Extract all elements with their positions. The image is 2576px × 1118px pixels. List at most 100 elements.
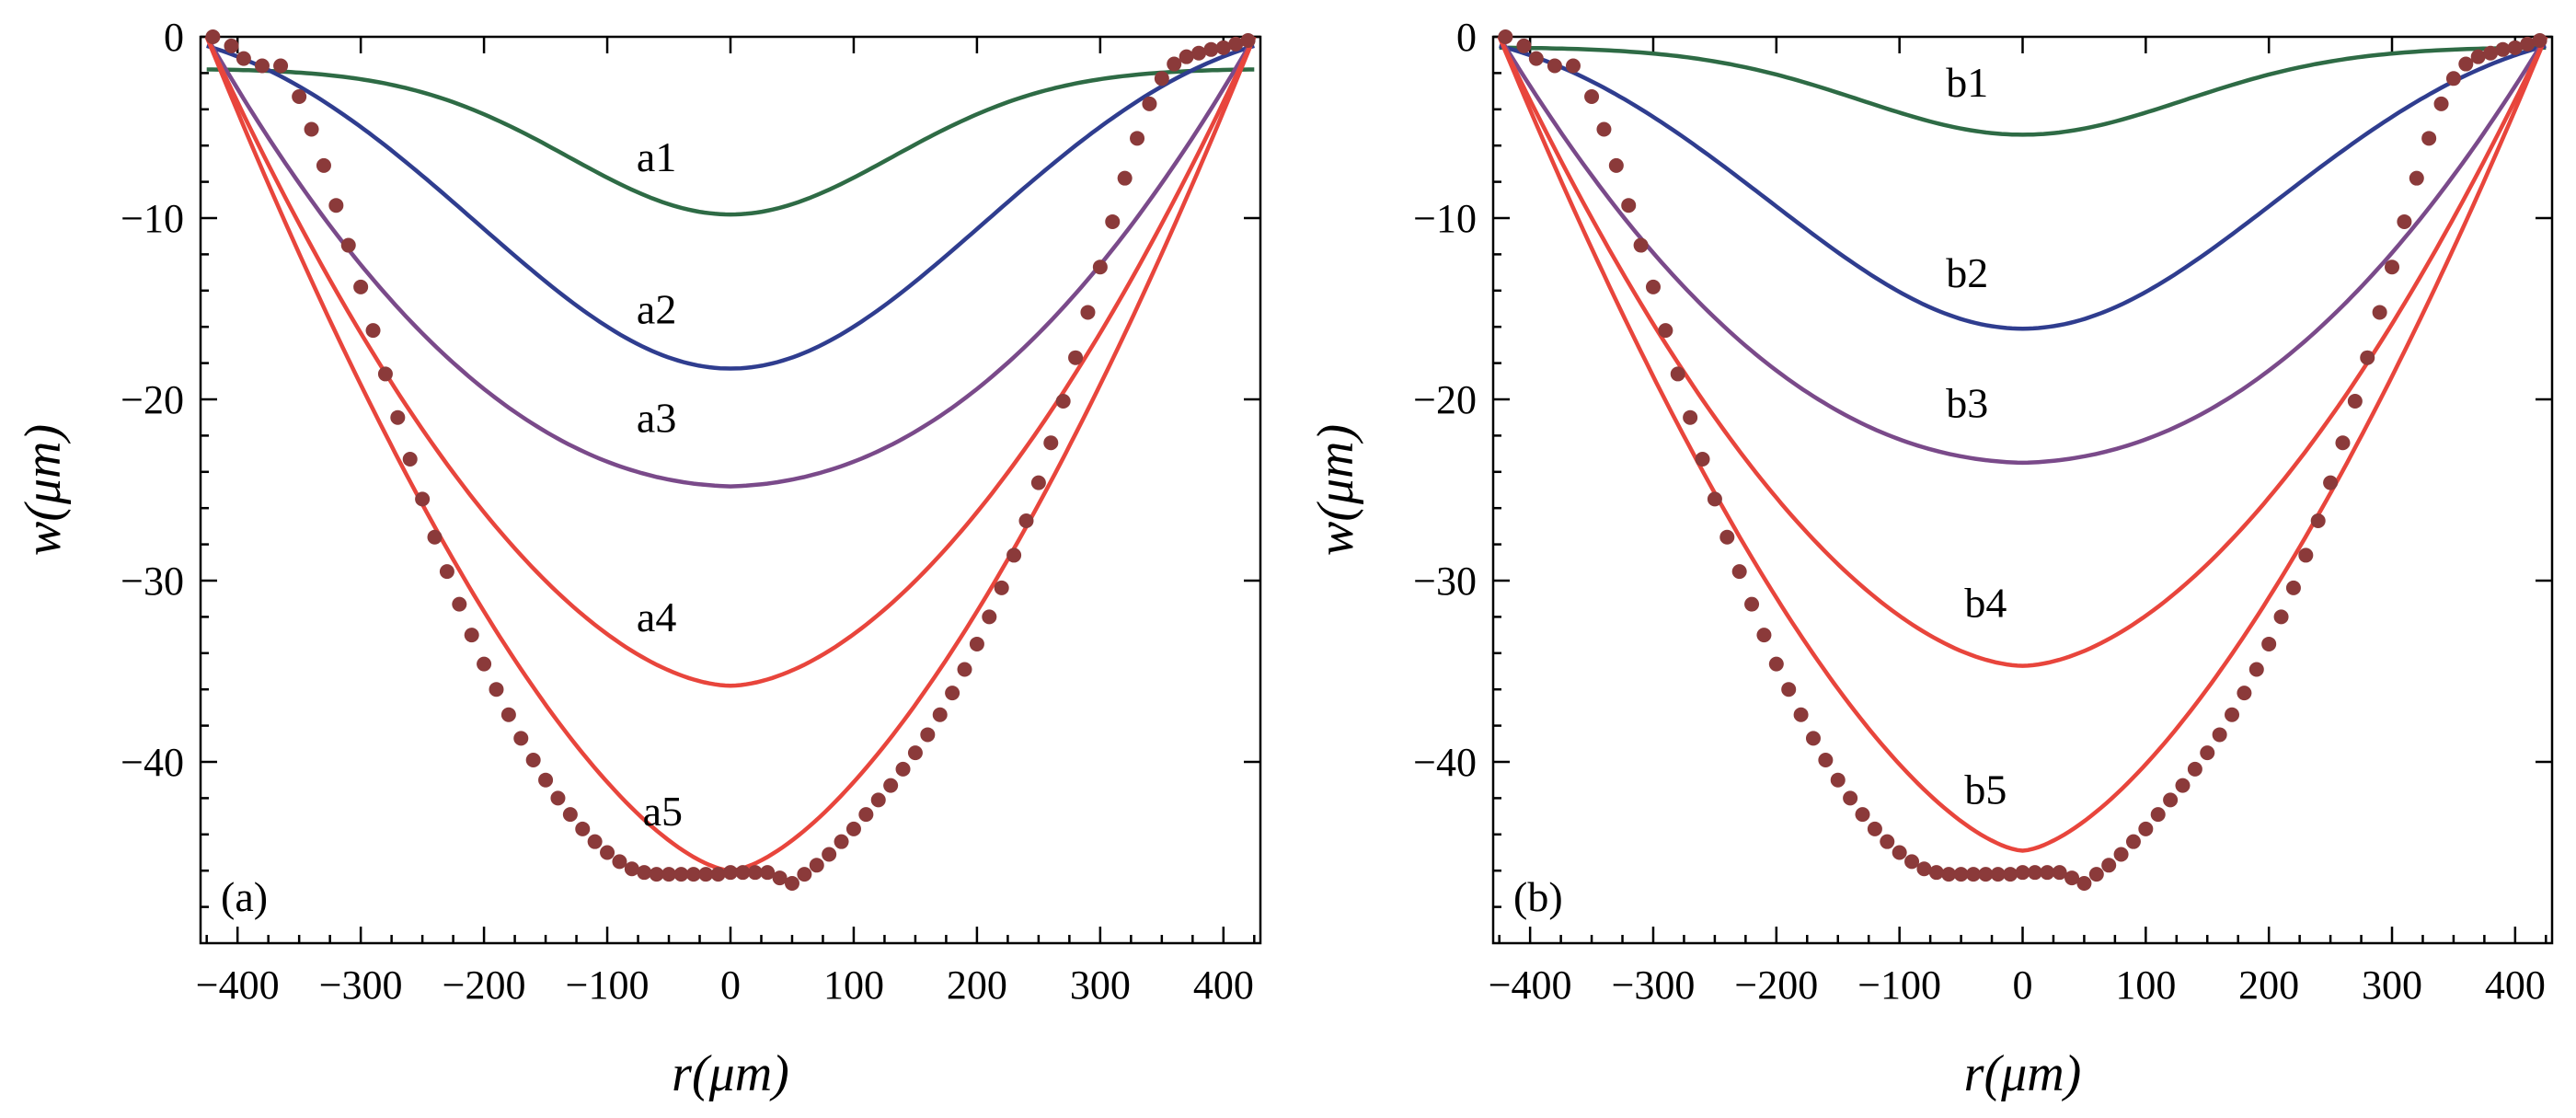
x-tick-label: −300 bbox=[319, 962, 403, 1008]
curve-label-b2: b2 bbox=[1946, 249, 1988, 296]
x-tick-label: −200 bbox=[1734, 962, 1818, 1008]
data-point bbox=[2532, 32, 2547, 48]
data-point bbox=[2027, 865, 2042, 881]
data-point bbox=[982, 609, 997, 625]
data-point bbox=[1731, 564, 1747, 580]
data-point bbox=[2445, 71, 2461, 86]
data-point bbox=[2003, 867, 2018, 882]
data-point bbox=[1781, 682, 1797, 697]
x-tick-label: 300 bbox=[1070, 962, 1131, 1008]
data-point bbox=[1744, 596, 1760, 612]
data-point bbox=[822, 847, 837, 862]
data-point bbox=[1658, 323, 1673, 339]
x-tick-label: 400 bbox=[1193, 962, 1254, 1008]
x-tick-label: −300 bbox=[1612, 962, 1696, 1008]
curve-a3 bbox=[204, 35, 1257, 489]
data-point bbox=[328, 198, 344, 213]
data-point bbox=[1880, 834, 1895, 849]
x-tick-label: 100 bbox=[823, 962, 884, 1008]
x-tick-label: −100 bbox=[566, 962, 650, 1008]
data-point bbox=[612, 854, 627, 870]
data-point bbox=[1092, 259, 1108, 275]
data-point bbox=[1855, 807, 1870, 823]
data-point bbox=[600, 845, 615, 860]
data-point bbox=[772, 870, 788, 886]
data-point bbox=[1080, 305, 1096, 320]
data-point bbox=[254, 58, 270, 74]
plot-frame bbox=[1491, 35, 2554, 945]
y-tick-label: −10 bbox=[1413, 196, 1477, 241]
x-tick-label: −400 bbox=[196, 962, 280, 1008]
data-point bbox=[1018, 513, 1034, 528]
curve-b5 bbox=[1497, 36, 2548, 853]
data-point bbox=[2125, 834, 2141, 849]
data-point bbox=[2458, 56, 2474, 72]
data-point bbox=[587, 834, 603, 849]
data-point bbox=[1043, 435, 1059, 451]
data-point bbox=[969, 636, 984, 651]
data-point bbox=[809, 858, 824, 873]
data-point bbox=[575, 821, 591, 836]
x-tick-label: −100 bbox=[1857, 962, 1941, 1008]
panel-a: −400 −300 −200 −100 0 100 200 300 400 0 −10 −20 −30 −… bbox=[15, 15, 1262, 1102]
data-point bbox=[365, 323, 381, 339]
data-point bbox=[1965, 867, 1981, 882]
data-point bbox=[637, 865, 652, 881]
data-point bbox=[2520, 36, 2536, 52]
data-point bbox=[1547, 58, 1562, 74]
data-point bbox=[1928, 865, 1944, 881]
data-point bbox=[685, 867, 701, 882]
data-point bbox=[858, 807, 874, 823]
curve-a4 bbox=[204, 36, 1257, 688]
data-point bbox=[1953, 867, 1969, 882]
data-point bbox=[2298, 547, 2314, 563]
data-point bbox=[464, 628, 479, 643]
data-point bbox=[1055, 393, 1071, 409]
data-point bbox=[784, 875, 799, 891]
data-point bbox=[994, 580, 1009, 595]
data-point bbox=[2385, 259, 2400, 275]
data-point bbox=[1030, 475, 1046, 490]
data-point bbox=[834, 834, 849, 849]
y-tick-label: 0 bbox=[1456, 15, 1477, 60]
data-point bbox=[1167, 56, 1182, 72]
curve-label-a4: a4 bbox=[637, 594, 676, 640]
x-axis-title: r(μm) bbox=[672, 1045, 789, 1102]
data-point bbox=[1596, 121, 1612, 137]
data-point bbox=[2225, 707, 2240, 722]
panel-b: −400 −300 −200 −100 0 100 200 300 400 0 −10 −20 −30 −… bbox=[1307, 15, 2554, 1102]
curve-label-b4: b4 bbox=[1964, 579, 2007, 626]
curve-label-a5: a5 bbox=[643, 788, 683, 835]
y-tick-label: −20 bbox=[1413, 377, 1477, 422]
data-point bbox=[2285, 580, 2301, 595]
data-point bbox=[932, 707, 948, 722]
curve-b3 bbox=[1497, 35, 2548, 466]
data-point bbox=[1228, 36, 1244, 52]
data-point bbox=[907, 745, 923, 761]
data-point bbox=[797, 867, 812, 882]
data-point bbox=[2200, 745, 2215, 761]
plot-frame bbox=[199, 35, 1262, 945]
data-point bbox=[1516, 38, 1532, 53]
data-point bbox=[1683, 409, 1698, 425]
data-point bbox=[224, 38, 239, 53]
data-point bbox=[2138, 821, 2154, 836]
data-point bbox=[292, 89, 307, 105]
panel-label: (b) bbox=[1513, 873, 1563, 920]
data-point bbox=[2064, 870, 2080, 886]
data-point bbox=[1068, 350, 1084, 365]
data-point bbox=[390, 409, 406, 425]
data-point bbox=[525, 753, 541, 768]
data-point bbox=[1584, 89, 1600, 105]
y-tick-label: −40 bbox=[1413, 740, 1477, 785]
x-tick-label: −200 bbox=[443, 962, 526, 1008]
curve-a1 bbox=[206, 67, 1255, 217]
data-point bbox=[2347, 393, 2363, 409]
data-point bbox=[2101, 858, 2117, 873]
curve-b4 bbox=[1497, 36, 2548, 668]
data-point bbox=[895, 761, 911, 777]
data-point bbox=[1990, 867, 2006, 882]
data-point bbox=[698, 867, 714, 882]
data-point bbox=[2248, 662, 2264, 677]
data-point bbox=[1105, 213, 1121, 229]
